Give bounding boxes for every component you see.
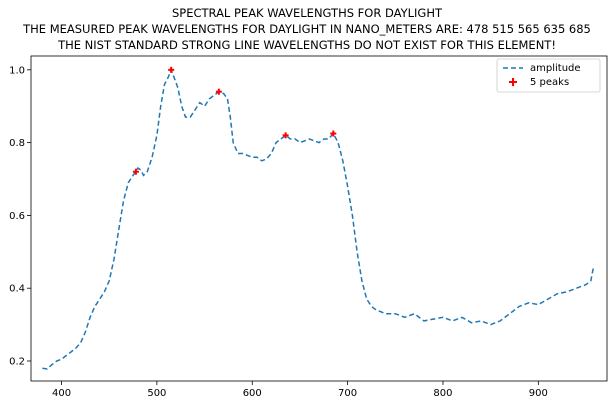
x-tick-label: 500 <box>147 388 166 399</box>
y-tick-label: 1.0 <box>9 65 25 76</box>
chart-subtitle-peaks: THE MEASURED PEAK WAVELENGTHS FOR DAYLIG… <box>23 22 591 36</box>
legend: amplitude 5 peaks <box>496 58 601 93</box>
legend-amplitude-label: amplitude <box>530 63 581 74</box>
chart-title: SPECTRAL PEAK WAVELENGTHS FOR DAYLIGHT <box>171 6 443 20</box>
x-tick-label: 600 <box>243 388 262 399</box>
chart-subtitle-nist: THE NIST STANDARD STRONG LINE WAVELENGTH… <box>58 38 556 52</box>
x-axis: 400 500 600 700 800 900 <box>52 381 548 399</box>
peak-marker-4 <box>330 130 337 137</box>
x-tick-label: 400 <box>52 388 71 399</box>
peak-marker-1 <box>168 66 175 73</box>
x-tick-label: 900 <box>529 388 548 399</box>
y-tick-label: 0.4 <box>9 284 25 295</box>
y-axis: 0.2 0.4 0.6 0.8 1.0 <box>9 65 31 367</box>
peak-marker-2 <box>215 88 222 95</box>
legend-peaks-label: 5 peaks <box>530 77 569 88</box>
peak-marker-3 <box>282 132 289 139</box>
y-tick-label: 0.8 <box>9 138 25 149</box>
peak-marker-0 <box>132 168 139 175</box>
y-tick-label: 0.2 <box>9 356 25 367</box>
legend-peaks-swatch <box>509 78 517 86</box>
y-tick-label: 0.6 <box>9 211 25 222</box>
x-tick-label: 800 <box>433 388 452 399</box>
amplitude-series-line <box>42 67 595 370</box>
axes-frame <box>30 55 608 382</box>
x-tick-label: 700 <box>338 388 357 399</box>
